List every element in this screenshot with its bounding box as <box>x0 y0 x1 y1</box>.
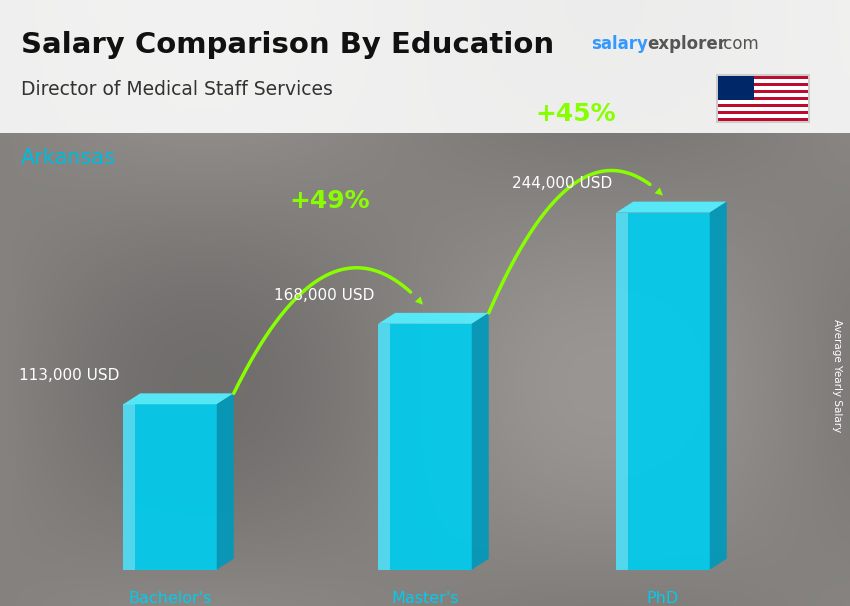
Polygon shape <box>378 324 472 570</box>
Polygon shape <box>616 213 710 570</box>
Text: Average Yearly Salary: Average Yearly Salary <box>832 319 842 432</box>
Polygon shape <box>718 90 808 93</box>
Polygon shape <box>718 93 808 97</box>
Polygon shape <box>616 213 628 570</box>
Text: 244,000 USD: 244,000 USD <box>512 176 612 191</box>
Text: salary: salary <box>591 35 648 53</box>
Text: PhD: PhD <box>647 591 679 606</box>
Polygon shape <box>710 202 727 570</box>
Text: Master's
Degree: Master's Degree <box>391 591 459 606</box>
Polygon shape <box>472 313 489 570</box>
Polygon shape <box>718 97 808 100</box>
Polygon shape <box>718 104 808 107</box>
Polygon shape <box>378 324 390 570</box>
Bar <box>0 0 850 133</box>
Polygon shape <box>217 393 234 570</box>
Polygon shape <box>123 404 135 570</box>
Text: explorer: explorer <box>648 35 727 53</box>
Polygon shape <box>718 86 808 90</box>
Text: Director of Medical Staff Services: Director of Medical Staff Services <box>21 79 333 99</box>
Polygon shape <box>718 114 808 118</box>
Polygon shape <box>718 111 808 114</box>
Polygon shape <box>718 118 808 121</box>
Bar <box>716 74 810 123</box>
Polygon shape <box>718 83 808 86</box>
Text: +45%: +45% <box>536 102 616 126</box>
Polygon shape <box>378 313 489 324</box>
Polygon shape <box>718 100 808 104</box>
Polygon shape <box>718 79 808 83</box>
Text: +49%: +49% <box>289 189 370 213</box>
Polygon shape <box>718 76 754 100</box>
Polygon shape <box>123 404 217 570</box>
Text: .com: .com <box>718 35 759 53</box>
Text: Salary Comparison By Education: Salary Comparison By Education <box>21 32 554 59</box>
Text: Bachelor's
Degree: Bachelor's Degree <box>128 591 212 606</box>
Text: 168,000 USD: 168,000 USD <box>274 288 374 302</box>
Polygon shape <box>718 107 808 111</box>
Text: Arkansas: Arkansas <box>21 148 116 168</box>
Polygon shape <box>718 76 808 79</box>
Polygon shape <box>123 393 234 404</box>
Text: 113,000 USD: 113,000 USD <box>19 368 119 383</box>
Polygon shape <box>616 202 727 213</box>
